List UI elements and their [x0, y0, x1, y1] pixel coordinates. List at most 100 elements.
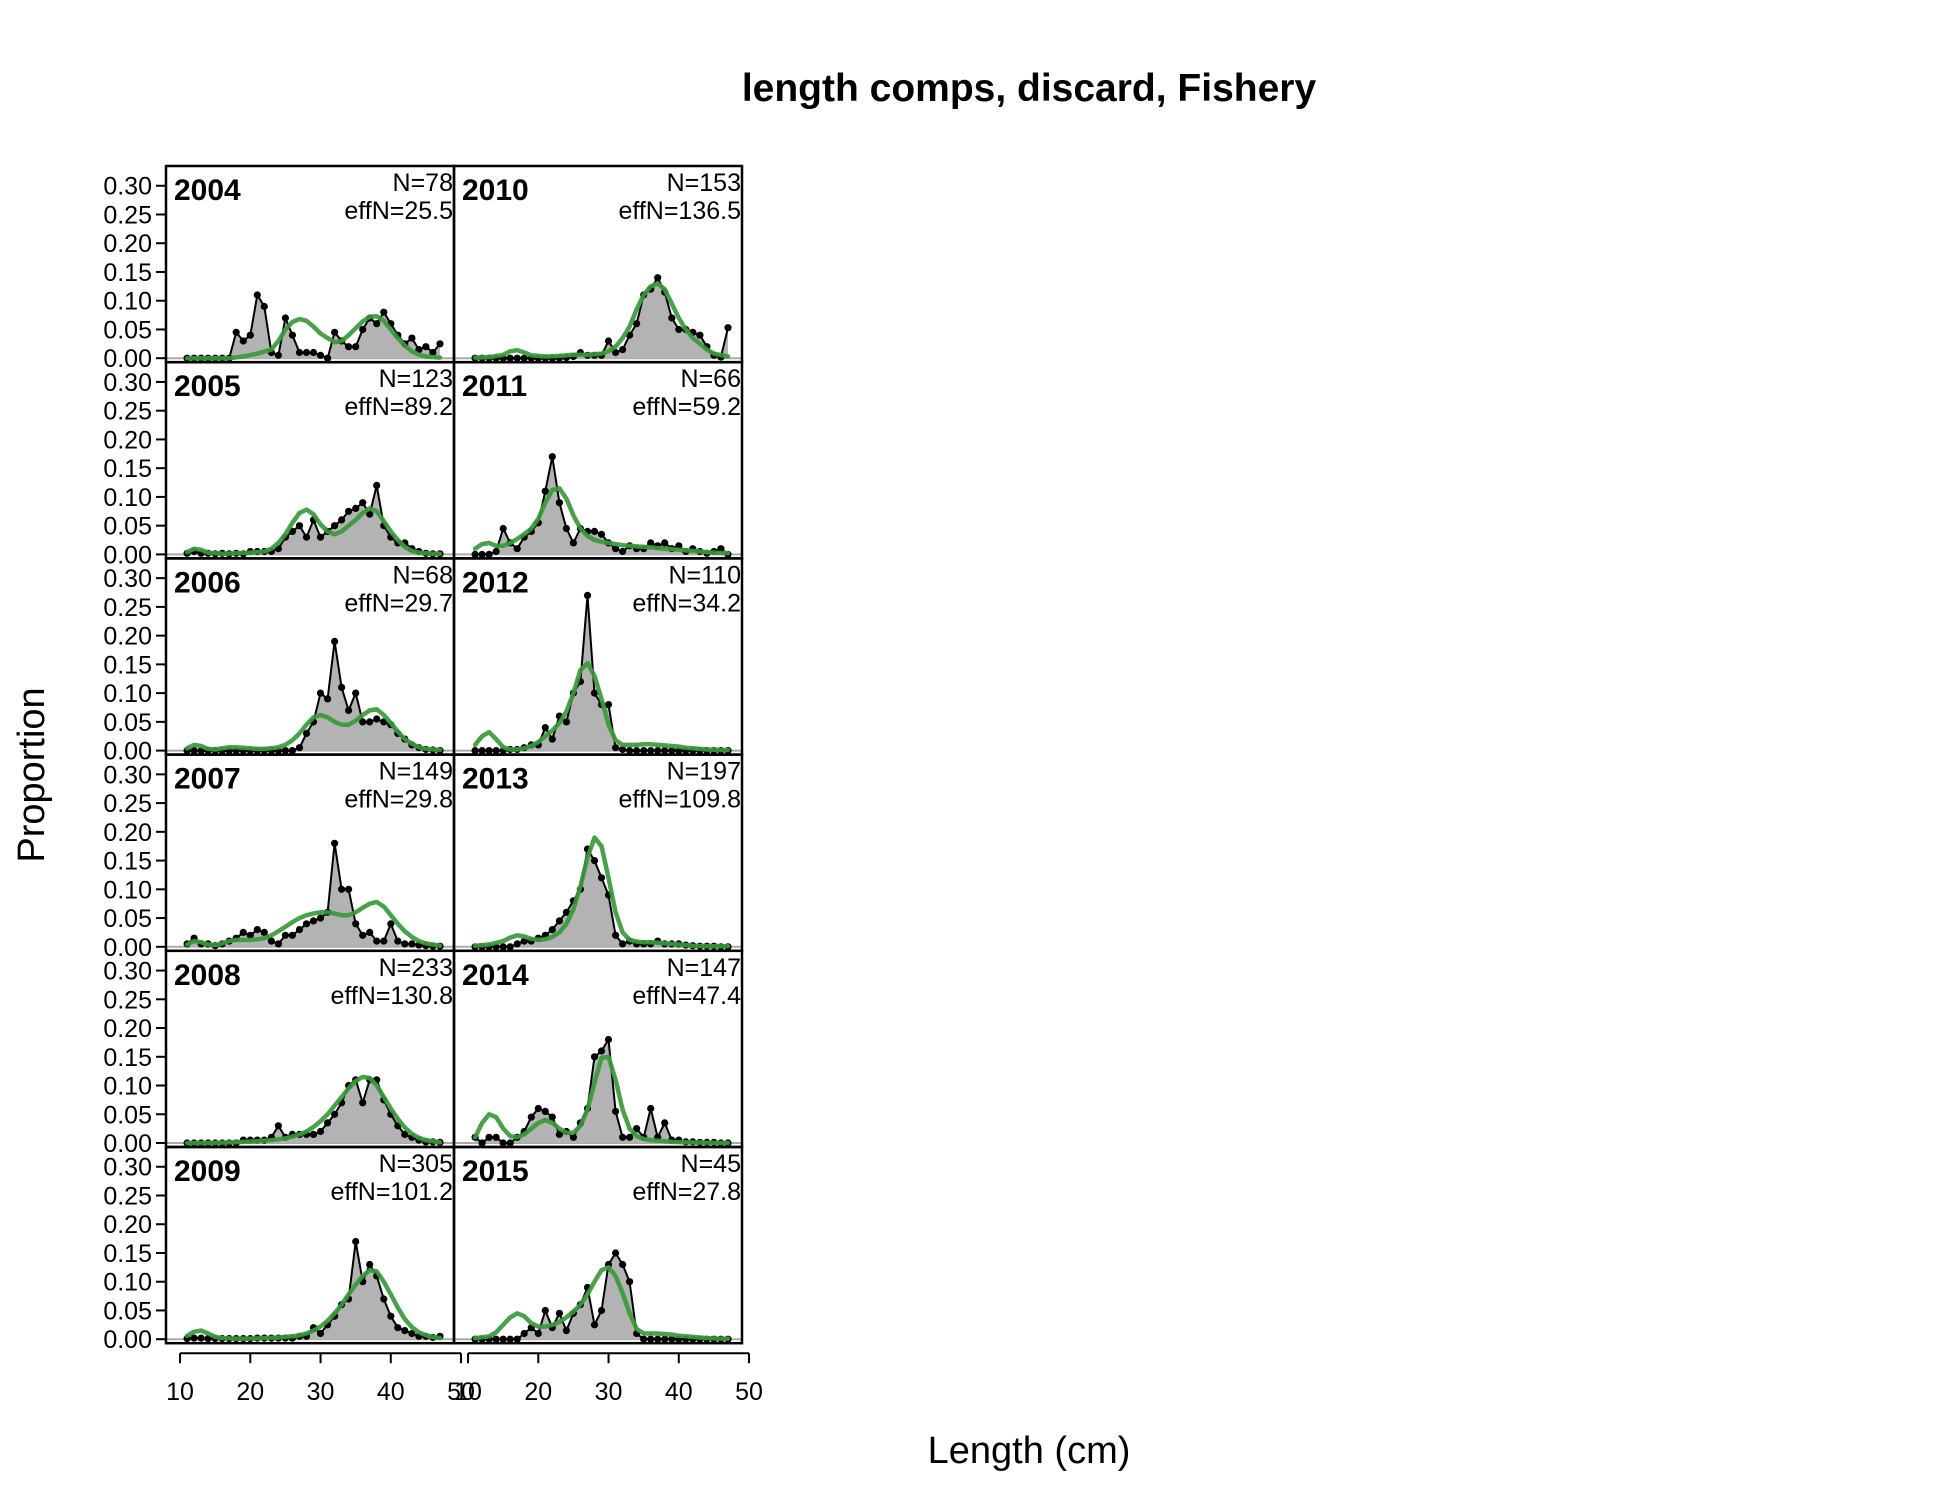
observed-point [359, 499, 367, 507]
observed-point [401, 1130, 409, 1138]
observed-point [316, 1127, 325, 1136]
observed-point [513, 1335, 521, 1343]
observed-point [506, 943, 514, 951]
observed-point [380, 937, 388, 945]
observed-point [232, 328, 240, 336]
x-tick-label: 20 [524, 1378, 552, 1406]
observed-point [253, 291, 261, 299]
observed-point [492, 1335, 500, 1343]
y-tick-label: 0.10 [103, 680, 152, 708]
observed-point [260, 928, 268, 937]
observed-point [239, 337, 247, 345]
y-tick-label: 0.30 [103, 565, 152, 593]
observed-point [597, 530, 606, 538]
panel-effn-label: effN=29.8 [344, 786, 453, 814]
panel-effn-label: effN=47.4 [632, 982, 741, 1010]
expected-line [472, 1054, 731, 1146]
observed-point [499, 524, 507, 533]
observed-area [475, 595, 728, 751]
observed-point [246, 931, 254, 939]
y-tick-label: 0.00 [103, 934, 152, 962]
observed-point [654, 274, 662, 282]
expected-line [472, 281, 731, 360]
observed-point [534, 1104, 542, 1113]
panel-2007: 2007 N=149effN=29.80.000.050.100.150.200.… [103, 753, 456, 962]
y-tick-label: 0.30 [103, 369, 152, 397]
y-tick-label: 0.30 [103, 1154, 152, 1182]
observed-area [475, 849, 728, 947]
observed-point [338, 885, 346, 893]
y-tick-label: 0.05 [103, 1101, 152, 1129]
panel-year-label: 2007 [174, 763, 241, 796]
panel-2009: 2009 N=305effN=101.20.000.050.100.150.200… [103, 1145, 475, 1406]
observed-area [475, 277, 728, 359]
observed-point [541, 1107, 549, 1115]
observed-point [647, 747, 655, 755]
panel-n-label: N=305 [379, 1150, 453, 1178]
observed-point [331, 522, 339, 530]
observed-point [612, 348, 620, 357]
observed-point [309, 1130, 318, 1138]
observed-point [302, 348, 311, 357]
panel-effn-label: effN=59.2 [632, 393, 741, 421]
panel-effn-label: effN=89.2 [344, 393, 453, 421]
y-tick-label: 0.00 [103, 1130, 152, 1158]
observed-area [187, 641, 440, 751]
expected-line [184, 706, 443, 753]
observed-point [604, 337, 613, 345]
observed-point [373, 937, 381, 945]
y-tick-label: 0.00 [103, 738, 152, 766]
observed-point [401, 940, 409, 948]
expected-line [184, 1267, 443, 1341]
observed-point [619, 1260, 627, 1269]
observed-point [302, 729, 311, 738]
observed-point [295, 348, 304, 357]
observed-point [619, 745, 627, 754]
observed-point [331, 637, 339, 646]
observed-point [668, 314, 676, 322]
y-tick-label: 0.15 [103, 259, 152, 287]
y-tick-label: 0.05 [103, 1297, 152, 1325]
observed-point [267, 937, 275, 945]
expected-line [472, 486, 731, 556]
x-tick-label: 10 [166, 1378, 194, 1406]
observed-area [475, 1253, 728, 1340]
observed-point [359, 1099, 367, 1107]
expected-line [472, 835, 731, 949]
observed-point [668, 1335, 676, 1343]
observed-point [675, 325, 683, 334]
observed-point [548, 453, 556, 461]
observed-point [619, 346, 627, 354]
observed-point [590, 527, 599, 536]
observed-point [590, 689, 599, 697]
observed-point [359, 718, 367, 726]
observed-point [590, 1321, 599, 1329]
x-tick-label: 10 [454, 1378, 482, 1406]
observed-point [485, 747, 493, 755]
y-tick-label: 0.30 [103, 761, 152, 789]
observed-point [190, 747, 198, 755]
observed-point [436, 340, 444, 348]
observed-point [380, 308, 388, 316]
y-tick-label: 0.00 [103, 345, 152, 373]
observed-point [394, 1324, 402, 1332]
observed-point [506, 1335, 514, 1343]
observed-point [541, 1306, 549, 1315]
observed-point [520, 354, 528, 362]
observed-point [352, 1237, 360, 1246]
y-tick-label: 0.15 [103, 848, 152, 876]
x-tick-label: 20 [236, 1378, 264, 1406]
panel-frame [452, 1145, 744, 1345]
observed-point [499, 943, 507, 951]
observed-point [345, 706, 353, 715]
observed-point [260, 302, 268, 311]
observed-point [387, 920, 395, 928]
observed-point [590, 857, 599, 865]
observed-line [187, 1241, 441, 1340]
observed-point [316, 1329, 325, 1338]
observed-point [562, 1327, 571, 1335]
observed-point [359, 325, 367, 334]
y-tick-label: 0.10 [103, 876, 152, 904]
